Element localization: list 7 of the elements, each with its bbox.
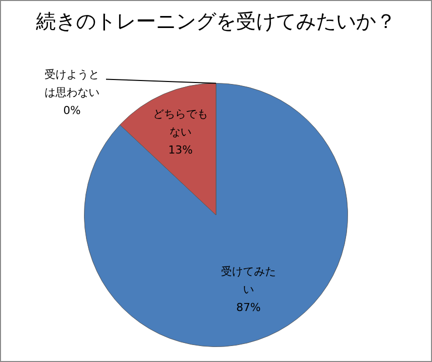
- data-label: 13%: [168, 144, 193, 157]
- category-label: 受けようとは思わない: [44, 68, 100, 100]
- text: 0%: [63, 104, 81, 118]
- chart-title: 続きのトレーニングを受けてみたいか？: [35, 9, 396, 34]
- slice-label: 受けてみたい: [220, 264, 276, 296]
- data-label: 87%: [236, 300, 261, 314]
- slice-label: どちらでもない: [152, 108, 208, 139]
